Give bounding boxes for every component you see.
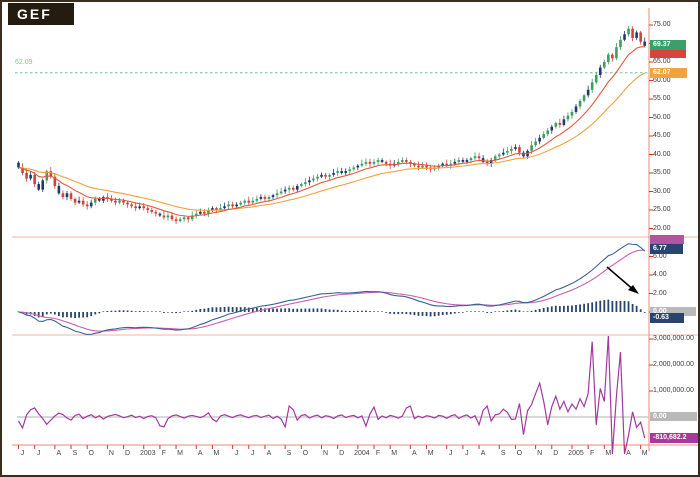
- month-label: O: [516, 450, 523, 457]
- month-label: J: [20, 450, 25, 457]
- macd-value-badge: 6.77: [650, 244, 683, 254]
- month-label: M: [177, 450, 183, 457]
- alert-level-label: 62.09: [15, 59, 33, 66]
- oscillator-value-badge: -810,682.2: [650, 433, 698, 443]
- month-label: 2004: [354, 450, 370, 457]
- month-label: S: [500, 450, 506, 457]
- axis-tick-label: 30.00: [653, 187, 671, 195]
- month-label: F: [589, 450, 595, 457]
- month-label: J: [465, 450, 469, 457]
- month-label: A: [197, 450, 203, 457]
- axis-tick-label: 75.00: [653, 21, 671, 28]
- axis-tick-label: 45.00: [653, 132, 671, 139]
- month-label: D: [553, 450, 559, 457]
- month-label: F: [375, 450, 381, 457]
- month-label: A: [626, 450, 631, 457]
- month-label: 2005: [568, 450, 584, 457]
- month-label: M: [213, 450, 220, 457]
- annotation-arrow: [606, 266, 639, 294]
- signal-value-badge: [650, 235, 684, 244]
- month-label: A: [266, 450, 272, 457]
- month-label: J: [251, 450, 255, 457]
- axis-tick-label: 3,000,000.00: [653, 335, 694, 342]
- ma-slow-badge: 62.07: [650, 68, 687, 78]
- axis-tick-label: 55.00: [653, 95, 671, 102]
- ma-fast-badge: [650, 49, 686, 58]
- axis-tick-label: 2,000,000.00: [653, 361, 694, 368]
- month-label: D: [339, 450, 345, 457]
- last-price-badge: 69.37: [650, 40, 686, 50]
- axis-tick-label: 40.00: [653, 150, 671, 158]
- month-label: J: [36, 450, 41, 457]
- month-label: J: [448, 450, 453, 457]
- month-label: N: [108, 450, 114, 457]
- axis-tick-label: 4.00: [653, 271, 667, 278]
- axis-tick-label: 1,000,000.00: [653, 387, 694, 394]
- month-label: N: [322, 450, 329, 457]
- month-label: S: [72, 450, 78, 457]
- month-label: S: [286, 450, 292, 457]
- month-label: F: [161, 450, 167, 457]
- month-label: M: [427, 450, 434, 457]
- axis-tick-label: 50.00: [653, 113, 671, 121]
- axis-tick-label: 65.00: [653, 58, 671, 65]
- macd-zero-badge: 0.00: [650, 307, 696, 316]
- month-label: M: [641, 450, 648, 457]
- month-label: O: [88, 450, 94, 457]
- month-label: A: [480, 450, 486, 457]
- month-label: M: [605, 450, 612, 457]
- axis-tick-label: 25.00: [653, 206, 671, 213]
- symbol-box[interactable]: GEF: [8, 3, 74, 25]
- axis-tick-label: 20.00: [653, 224, 671, 232]
- oscillator-zero-badge: 0.00: [650, 412, 697, 421]
- month-label: D: [125, 450, 131, 457]
- month-label: A: [56, 450, 62, 457]
- month-label: N: [537, 450, 543, 457]
- histogram-value-badge: -0.63: [650, 313, 684, 323]
- month-label: A: [412, 450, 417, 457]
- axis-tick-label: 2.00: [653, 289, 667, 297]
- month-label: M: [391, 450, 398, 457]
- month-label: 2003: [139, 450, 156, 457]
- month-label: J: [234, 450, 239, 457]
- month-label: O: [302, 450, 309, 457]
- axis-tick-label: 35.00: [653, 169, 671, 176]
